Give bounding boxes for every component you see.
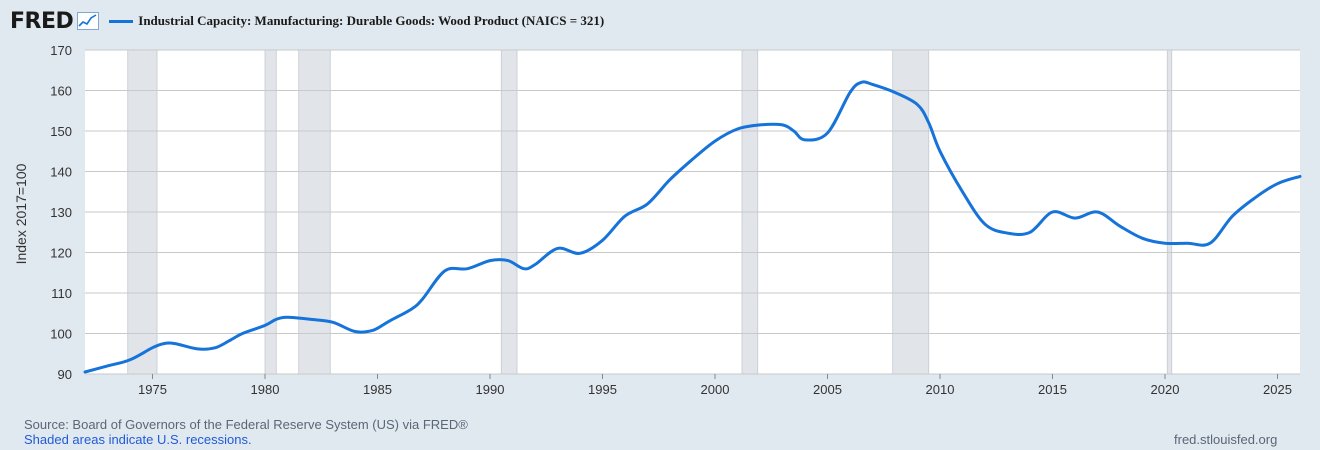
series-line[interactable] — [83, 80, 1302, 374]
y-tick-labels: 90 100 110 120 130 140 150 160 170 — [50, 43, 72, 382]
x-tick-label: 2025 — [1263, 382, 1292, 397]
y-tick-label: 100 — [50, 327, 72, 342]
x-tick-label: 2015 — [1038, 382, 1067, 397]
chart-header: FRED Industrial Capacity: Manufacturing:… — [10, 4, 604, 38]
source-note: Source: Board of Governors of the Federa… — [24, 417, 468, 432]
site-url[interactable]: fred.stlouisfed.org — [1174, 432, 1278, 447]
x-tick-labels: 1975 1980 1985 1990 1995 2000 2005 2010 2015 2020… — [138, 374, 1292, 397]
x-tick-label: 2020 — [1151, 382, 1180, 397]
x-tick-label: 2005 — [813, 382, 842, 397]
recession-note[interactable]: Shaded areas indicate U.S. recessions. — [24, 432, 252, 447]
x-tick-label: 1980 — [251, 382, 280, 397]
x-tick-label: 1995 — [588, 382, 617, 397]
x-tick-label: 1990 — [476, 382, 505, 397]
y-tick-label: 120 — [50, 246, 72, 261]
y-tick-label: 140 — [50, 165, 72, 180]
y-tick-label: 170 — [50, 43, 72, 58]
x-tick-label: 1985 — [363, 382, 392, 397]
series-layer — [83, 80, 1302, 374]
legend-series-label: Industrial Capacity: Manufacturing: Dura… — [138, 13, 605, 28]
x-tick-label: 1975 — [138, 382, 167, 397]
fred-logo[interactable]: FRED — [10, 8, 74, 34]
legend-swatch — [109, 19, 134, 23]
x-tick-label: 2010 — [926, 382, 955, 397]
y-tick-label: 160 — [50, 84, 72, 99]
line-chart-icon — [77, 12, 100, 30]
y-tick-label: 130 — [50, 205, 72, 220]
y-tick-label: 150 — [50, 124, 72, 139]
y-tick-label: 90 — [58, 367, 72, 382]
x-tick-label: 2000 — [701, 382, 730, 397]
y-axis-title: Index 2017=100 — [13, 163, 29, 265]
y-tick-label: 110 — [51, 286, 72, 301]
